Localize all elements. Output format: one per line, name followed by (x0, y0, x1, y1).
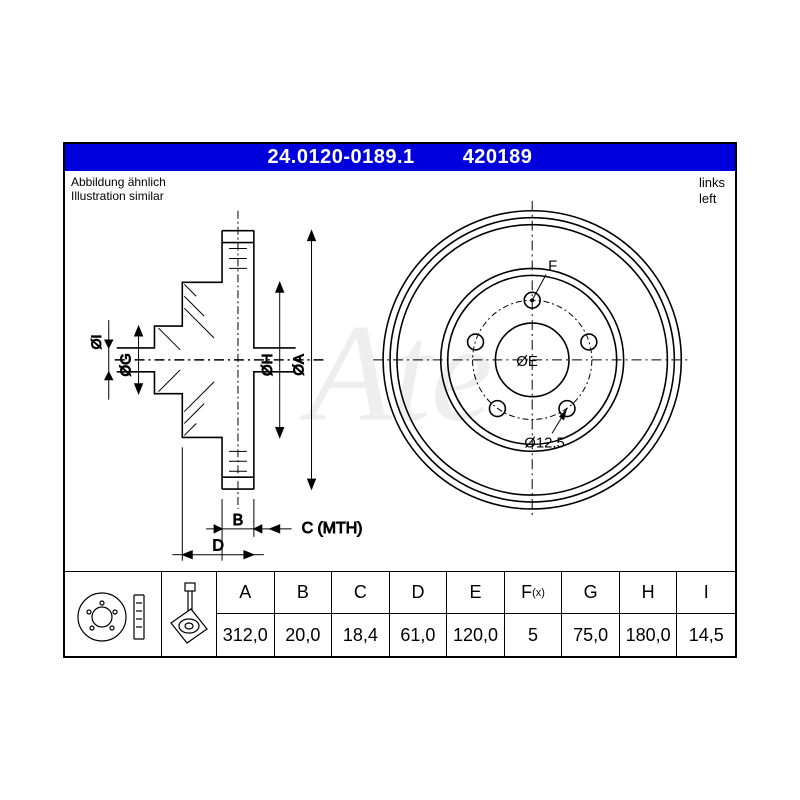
svg-text:Ø12,5: Ø12,5 (524, 435, 565, 451)
svg-text:ØH: ØH (260, 354, 276, 376)
drawing-svg: Ate (65, 171, 735, 569)
svg-text:ØE: ØE (516, 354, 538, 370)
col-G: G (562, 572, 620, 614)
col-I: I (677, 572, 735, 614)
val-D: 61,0 (390, 614, 448, 656)
svg-text:ØI: ØI (88, 335, 104, 350)
icon-bolt (162, 572, 217, 656)
val-B: 20,0 (275, 614, 333, 656)
col-E: E (447, 572, 505, 614)
col-C: C (332, 572, 390, 614)
svg-text:C (MTH): C (MTH) (302, 520, 363, 537)
val-H: 180,0 (620, 614, 678, 656)
svg-text:ØA: ØA (292, 354, 308, 376)
part-number: 24.0120-0189.1 (268, 146, 415, 169)
alt-number: 420189 (463, 146, 533, 169)
title-bar: 24.0120-0189.1 420189 (65, 144, 735, 171)
svg-text:B: B (233, 512, 244, 529)
spec-sheet: 24.0120-0189.1 420189 Abbildung ähnlich … (63, 142, 737, 658)
col-H: H (620, 572, 678, 614)
spec-table: A B C D E F(x) G H I 312,0 20,0 18,4 61,… (217, 572, 735, 656)
front-labels: F ØE Ø12,5 (516, 258, 567, 451)
svg-text:D: D (212, 538, 223, 555)
col-B: B (275, 572, 333, 614)
icon-rotor (65, 572, 162, 656)
col-F: F(x) (505, 572, 563, 614)
val-E: 120,0 (447, 614, 505, 656)
val-G: 75,0 (562, 614, 620, 656)
val-A: 312,0 (217, 614, 275, 656)
col-D: D (390, 572, 448, 614)
col-A: A (217, 572, 275, 614)
val-C: 18,4 (332, 614, 390, 656)
svg-text:ØG: ØG (119, 353, 135, 376)
svg-text:F: F (548, 258, 557, 274)
val-I: 14,5 (677, 614, 735, 656)
val-F: 5 (505, 614, 563, 656)
technical-drawing: Abbildung ähnlich Illustration similar l… (65, 171, 735, 572)
spec-row: A B C D E F(x) G H I 312,0 20,0 18,4 61,… (65, 572, 735, 656)
